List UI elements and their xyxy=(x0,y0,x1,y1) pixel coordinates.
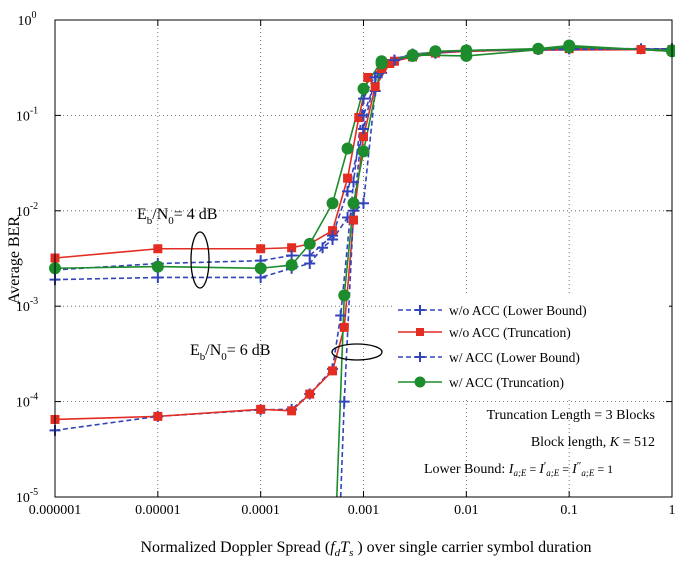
data-point-circle xyxy=(429,45,442,58)
annotation-6db-ellipse xyxy=(331,343,383,361)
data-point-circle xyxy=(563,41,576,54)
data-point-square xyxy=(287,406,297,416)
annotation-4db-ellipse xyxy=(190,231,210,289)
y-tick-label: 10-1 xyxy=(16,105,38,124)
legend-entry-wo-acc-lower: w/o ACC (Lower Bound) xyxy=(398,303,587,318)
data-point-square xyxy=(370,82,380,92)
data-point-plus xyxy=(327,230,339,242)
legend-plus-marker xyxy=(415,352,425,362)
data-point-square xyxy=(287,243,297,253)
note-block-length: Block length, K = 512 xyxy=(531,435,655,450)
y-axis-label: Average BER xyxy=(6,216,23,304)
data-point-circle xyxy=(666,44,675,57)
annotation-4db: Eb/N0= 4 dB xyxy=(137,206,217,227)
series-line-3-1 xyxy=(336,46,672,497)
legend-entry-wo-acc-trunc: w/o ACC (Truncation) xyxy=(398,325,571,340)
data-point-square xyxy=(339,322,349,332)
legend-circle-marker xyxy=(414,376,426,388)
data-point-circle xyxy=(532,42,545,55)
x-tick-label: 0.1 xyxy=(560,503,578,518)
data-point-square xyxy=(349,215,359,225)
x-axis-label: Normalized Doppler Spread (fdTs ) over s… xyxy=(140,539,591,559)
data-point-circle xyxy=(254,262,267,275)
data-point-square xyxy=(354,113,364,123)
data-point-plus xyxy=(304,249,316,261)
data-point-circle xyxy=(338,289,351,302)
data-point-circle xyxy=(406,48,419,61)
x-tick-label: 1 xyxy=(669,503,675,518)
note-lower-bound: Lower Bound: Ia;E = I′a;E = I″a;E = 1 xyxy=(424,460,613,478)
data-point-square xyxy=(636,45,646,55)
x-tick-label: 0.0001 xyxy=(241,503,280,518)
data-point-square xyxy=(328,366,338,376)
y-tick-label: 10-3 xyxy=(16,296,38,315)
data-point-circle xyxy=(151,260,164,273)
data-point-square xyxy=(256,244,266,254)
svg-text:w/ ACC (Truncation): w/ ACC (Truncation) xyxy=(449,375,564,390)
data-point-plus xyxy=(317,242,329,254)
data-point-circle xyxy=(347,197,360,210)
data-point-circle xyxy=(285,259,298,272)
data-point-circle xyxy=(460,49,473,62)
legend: w/o ACC (Lower Bound) w/o ACC (Truncatio… xyxy=(392,294,669,398)
annotation-6db: Eb/N0= 6 dB xyxy=(190,342,270,363)
data-point-plus xyxy=(388,54,400,66)
data-point-plus xyxy=(335,309,347,321)
data-point-circle xyxy=(303,237,316,250)
data-point-circle xyxy=(357,82,370,95)
y-tick-label: 10-4 xyxy=(16,392,38,411)
y-tick-label: 10-2 xyxy=(16,201,38,220)
x-tick-label: 0.001 xyxy=(348,503,380,518)
note-truncation: Truncation Length = 3 Blocks xyxy=(487,408,655,423)
legend-plus-marker xyxy=(415,305,425,315)
data-point-square xyxy=(359,132,368,142)
y-tick-label: 100 xyxy=(18,10,37,29)
svg-text:w/ ACC (Lower Bound): w/ ACC (Lower Bound) xyxy=(449,350,580,365)
data-point-square xyxy=(363,72,373,82)
x-tick-label: 0.01 xyxy=(454,503,479,518)
legend-entry-w-acc-trunc: w/ ACC (Truncation) xyxy=(398,375,564,390)
x-tick-label: 0.00001 xyxy=(135,503,181,518)
data-point-plus xyxy=(358,109,369,121)
svg-text:w/o ACC (Truncation): w/o ACC (Truncation) xyxy=(449,325,571,340)
y-tick-label: 10-5 xyxy=(16,487,38,506)
data-point-plus xyxy=(358,123,369,135)
data-point-square xyxy=(385,58,395,68)
legend-box xyxy=(392,294,669,398)
data-point-circle xyxy=(341,142,354,155)
data-point-plus xyxy=(358,93,369,105)
data-point-circle xyxy=(326,197,339,210)
data-point-square xyxy=(256,404,266,414)
data-point-plus xyxy=(338,396,350,408)
data-point-square xyxy=(153,411,163,421)
legend-entry-w-acc-lower: w/ ACC (Lower Bound) xyxy=(398,350,580,365)
ticks: 0.000001 0.00001 0.0001 0.001 0.01 0.1 1 10-5 10… xyxy=(16,10,675,518)
data-point-square xyxy=(305,389,315,399)
data-point-circle xyxy=(375,57,388,70)
data-point-circle xyxy=(357,145,370,158)
data-point-square xyxy=(153,244,163,254)
svg-text:w/o ACC (Lower Bound): w/o ACC (Lower Bound) xyxy=(449,303,587,318)
x-tick-label: 0.000001 xyxy=(29,503,82,518)
legend-square-marker xyxy=(416,328,424,336)
series-line-2-1 xyxy=(339,47,672,497)
data-point-plus xyxy=(342,185,354,197)
data-point-plus xyxy=(152,271,164,283)
data-point-square xyxy=(343,173,353,183)
data-point-plus xyxy=(369,71,381,83)
data-point-plus xyxy=(358,197,369,209)
